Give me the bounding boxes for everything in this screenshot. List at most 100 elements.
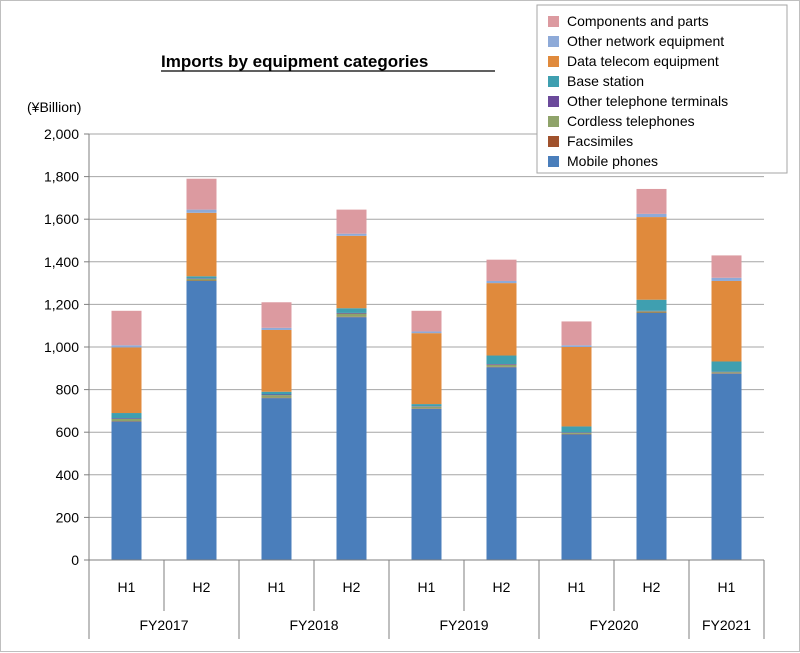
- y-tick-label: 1,000: [44, 339, 79, 355]
- legend-label: Other network equipment: [567, 33, 724, 49]
- y-tick-label: 200: [56, 509, 80, 525]
- legend-label: Base station: [567, 73, 644, 89]
- bar-segment-5-3: [487, 364, 517, 365]
- bar-segment-4-5: [412, 333, 442, 404]
- y-tick-label: 2,000: [44, 126, 79, 142]
- bar-segment-0-0: [112, 422, 142, 560]
- y-tick-labels: 0 200 400 600 800 1,000 1,200 1,400 1,600 1,800 2,…: [44, 126, 79, 568]
- bar-segment-7-4: [637, 300, 667, 311]
- bar-segment-3-6: [337, 234, 367, 236]
- legend-swatch: [548, 96, 559, 107]
- bar-segment-7-5: [637, 217, 667, 300]
- bar-segment-4-7: [412, 311, 442, 332]
- legend-label: Facsimiles: [567, 133, 633, 149]
- x-tick-label: H1: [268, 579, 286, 595]
- x-tick-label: H2: [343, 579, 361, 595]
- bar-segment-0-6: [112, 345, 142, 347]
- x-tick-label: H2: [193, 579, 211, 595]
- bar-segment-4-4: [412, 404, 442, 406]
- bar-segment-7-2: [637, 311, 667, 312]
- bar-segment-4-6: [412, 331, 442, 333]
- bar-segment-5-5: [487, 283, 517, 355]
- y-tick-label: 1,600: [44, 211, 79, 227]
- bar-segment-2-0: [262, 398, 292, 560]
- bar-segment-6-6: [562, 345, 592, 347]
- y-axis-unit: (¥Billion): [27, 99, 81, 115]
- x-category-labels: H1 H2 H1 H2 H1 H2 H1 H2 H1 FY2017 FY2018 FY2019 FY20…: [118, 579, 752, 633]
- bar-segment-1-5: [187, 213, 217, 276]
- bar-segment-0-5: [112, 347, 142, 413]
- bar-segment-2-5: [262, 330, 292, 392]
- legend-label: Other telephone terminals: [567, 93, 728, 109]
- bar-segment-0-4: [112, 413, 142, 418]
- legend-label: Mobile phones: [567, 153, 658, 169]
- bar-segment-6-0: [562, 434, 592, 560]
- bar-segment-5-7: [487, 260, 517, 281]
- y-tick-label: 1,200: [44, 296, 79, 312]
- x-group-label: FY2017: [139, 617, 188, 633]
- y-tick-label: 800: [56, 382, 80, 398]
- y-tick-label: 400: [56, 467, 80, 483]
- x-group-label: FY2018: [289, 617, 338, 633]
- bar-segment-6-5: [562, 347, 592, 426]
- bar-segment-2-6: [262, 328, 292, 330]
- bar-segment-1-4: [187, 276, 217, 278]
- bar-segment-0-7: [112, 311, 142, 346]
- bar-segment-6-7: [562, 321, 592, 345]
- bar-segment-3-7: [337, 210, 367, 234]
- bar-segment-7-6: [637, 214, 667, 217]
- bar-segment-6-4: [562, 426, 592, 432]
- bar-segment-0-2: [112, 419, 142, 421]
- legend-swatch: [548, 156, 559, 167]
- bar-segment-5-6: [487, 281, 517, 283]
- bar-segment-8-4: [712, 361, 742, 371]
- chart-title: Imports by equipment categories: [161, 52, 428, 71]
- bar-segment-8-6: [712, 278, 742, 281]
- x-group-label: FY2021: [702, 617, 751, 633]
- legend-swatch: [548, 116, 559, 127]
- bar-segment-7-0: [637, 313, 667, 560]
- y-tick-label: 600: [56, 424, 80, 440]
- bar-segment-2-7: [262, 302, 292, 328]
- y-tick-label: 1,400: [44, 254, 79, 270]
- bar-segment-6-2: [562, 433, 592, 434]
- bar-segment-8-5: [712, 281, 742, 362]
- x-group-label: FY2019: [439, 617, 488, 633]
- y-tick-label: 1,800: [44, 169, 79, 185]
- x-tick-label: H1: [568, 579, 586, 595]
- x-tick-label: H1: [118, 579, 136, 595]
- bar-segment-2-2: [262, 395, 292, 398]
- bar-segment-2-4: [262, 392, 292, 395]
- legend-label: Data telecom equipment: [567, 53, 719, 69]
- legend-label: Components and parts: [567, 13, 709, 29]
- bar-segment-2-3: [262, 394, 292, 395]
- bar-segment-5-2: [487, 365, 517, 367]
- x-tick-label: H1: [418, 579, 436, 595]
- bar-segment-8-7: [712, 255, 742, 277]
- bar-segment-5-4: [487, 356, 517, 365]
- bar-segment-1-7: [187, 179, 217, 210]
- bar-segment-4-0: [412, 409, 442, 560]
- legend-swatch: [548, 76, 559, 87]
- bar-segment-1-0: [187, 281, 217, 560]
- x-tick-label: H2: [493, 579, 511, 595]
- bar-segment-3-2: [337, 314, 367, 317]
- legend-swatch: [548, 136, 559, 147]
- bar-segment-0-3: [112, 418, 142, 419]
- bar-segment-8-0: [712, 374, 742, 560]
- x-tick-label: H1: [718, 579, 736, 595]
- legend-swatch: [548, 36, 559, 47]
- bar-segment-3-3: [337, 313, 367, 314]
- bar-segment-3-0: [337, 317, 367, 560]
- y-tick-label: 0: [71, 552, 79, 568]
- legend-label: Cordless telephones: [567, 113, 695, 129]
- bar-segment-8-2: [712, 372, 742, 373]
- bar-segment-7-7: [637, 189, 667, 214]
- bar-segment-3-5: [337, 236, 367, 308]
- x-tick-label: H2: [643, 579, 661, 595]
- bar-segment-1-6: [187, 210, 217, 213]
- bar-segment-3-4: [337, 308, 367, 313]
- legend-swatch: [548, 56, 559, 67]
